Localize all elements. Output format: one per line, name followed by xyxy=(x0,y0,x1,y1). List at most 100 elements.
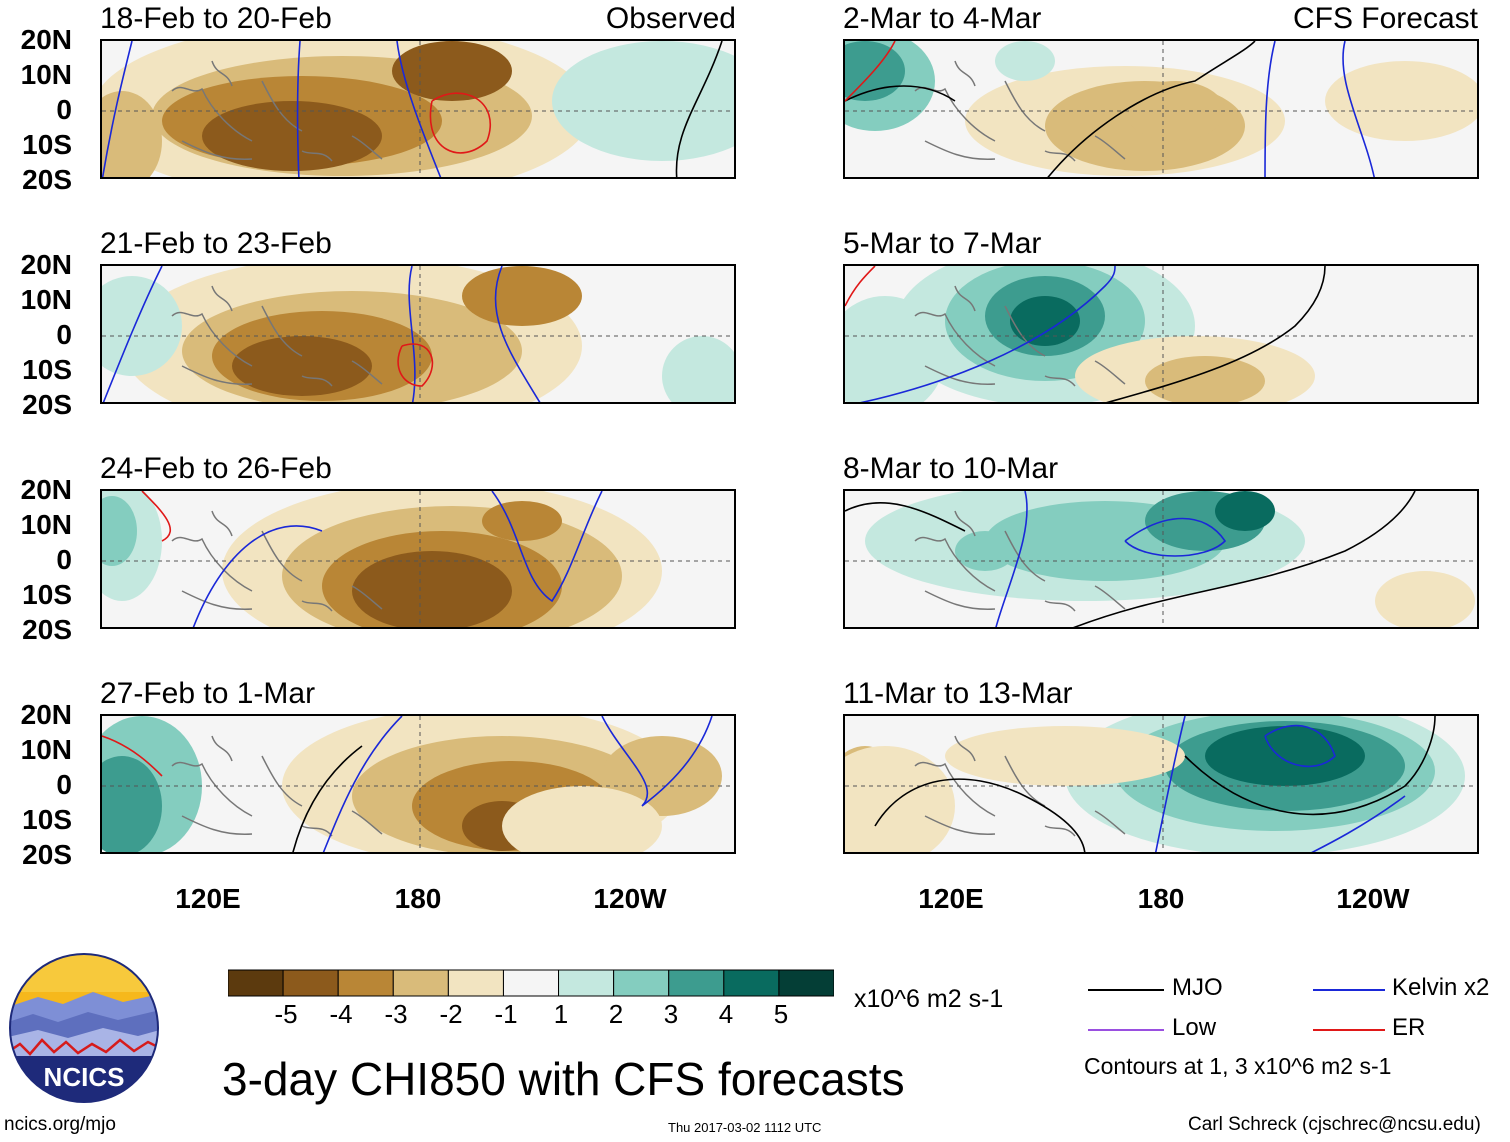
lon-tick-180-right: 180 xyxy=(1137,883,1185,914)
coastline xyxy=(171,60,383,162)
colorbar-label-neg4: -4 xyxy=(329,999,353,1029)
wave-contour xyxy=(102,41,133,177)
footer-credit: Carl Schreck (cjschrec@ncsu.edu) xyxy=(1188,1114,1481,1135)
anomaly-shading xyxy=(1205,726,1365,786)
coastline xyxy=(171,510,383,612)
anomaly-shading xyxy=(102,496,137,566)
anomaly-shading xyxy=(502,786,662,852)
lat-tick-0: 0 xyxy=(56,94,72,125)
wave-contour xyxy=(396,41,442,177)
colorbar-swatch xyxy=(337,969,394,997)
footer-timestamp: Thu 2017-03-02 1112 UTC xyxy=(668,1120,822,1135)
lat-tick-10n: 10N xyxy=(20,284,72,315)
anomaly-shading xyxy=(462,266,582,326)
panel-title-left-4: 27-Feb to 1-Mar xyxy=(100,677,316,710)
colorbar-swatch xyxy=(502,969,560,997)
legend-label-low: Low xyxy=(1172,1014,1217,1041)
wave-contour xyxy=(845,41,896,102)
lon-tick-120w-left: 120W xyxy=(593,883,667,914)
colorbar-label-pos1: 1 xyxy=(553,999,569,1029)
lon-tick-180-left: 180 xyxy=(394,883,442,914)
colorbar-label-neg1: -1 xyxy=(494,999,518,1029)
coastline xyxy=(171,285,383,387)
panel-title-right-1: 2-Mar to 4-Mar xyxy=(843,2,1042,35)
wave-contour xyxy=(322,716,403,852)
colorbar-units: x10^6 m2 s-1 xyxy=(854,985,1004,1013)
wave-contour xyxy=(141,491,171,542)
map-panel-left-4 xyxy=(100,714,736,854)
colorbar-label-pos5: 5 xyxy=(773,999,789,1029)
footer-site-link[interactable]: ncics.org/mjo xyxy=(4,1114,116,1135)
ncics-logo: NCICS xyxy=(8,952,160,1104)
legend-label-er: ER xyxy=(1392,1014,1426,1041)
wave-contour xyxy=(292,745,363,852)
coastline xyxy=(914,735,1126,837)
lat-tick-0: 0 xyxy=(56,319,72,350)
wave-contour xyxy=(1184,716,1436,816)
lat-tick-20n: 20N xyxy=(20,699,72,730)
wave-contour xyxy=(192,525,323,627)
anomaly-shading xyxy=(662,336,734,402)
anomaly-shading xyxy=(202,101,382,171)
colorbar-swatch xyxy=(613,969,670,997)
wave-contour xyxy=(995,491,1028,627)
anomaly-shading xyxy=(1325,61,1477,141)
colorbar-swatch xyxy=(228,969,284,997)
coastline xyxy=(914,60,1126,162)
anomaly-shading xyxy=(945,726,1185,786)
legend-line-kelvin xyxy=(1313,989,1385,991)
coastline xyxy=(171,735,383,837)
lat-tick-20s: 20S xyxy=(22,389,72,420)
colorbar xyxy=(228,969,834,997)
lon-tick-120e-left: 120E xyxy=(175,883,241,914)
wave-contour xyxy=(874,778,1086,852)
anomaly-shading xyxy=(845,746,955,852)
colorbar-label-pos3: 3 xyxy=(663,999,679,1029)
wave-contour xyxy=(1124,517,1227,557)
colorbar-swatch xyxy=(558,969,615,997)
anomaly-shading xyxy=(102,756,162,852)
anomaly-shading xyxy=(955,531,1015,571)
wave-contour xyxy=(1047,41,1256,177)
anomaly-shading xyxy=(845,296,945,402)
wave-contour xyxy=(1311,795,1406,852)
colorbar-swatch xyxy=(392,969,449,997)
colorbar-swatch xyxy=(668,969,725,997)
wave-contour xyxy=(845,85,956,102)
lon-tick-120w-right: 120W xyxy=(1336,883,1410,914)
map-panel-right-3 xyxy=(843,489,1479,629)
forecast-label: CFS Forecast xyxy=(1292,2,1478,35)
wave-contour xyxy=(1264,724,1336,768)
wave-contour xyxy=(601,716,713,807)
anomaly-shading xyxy=(1375,571,1475,627)
legend-line-low xyxy=(1088,1029,1164,1031)
colorbar-label-neg2: -2 xyxy=(439,999,463,1029)
panel-title-left-3: 24-Feb to 26-Feb xyxy=(100,452,332,485)
anomaly-shading xyxy=(392,41,512,101)
lat-tick-20n: 20N xyxy=(20,474,72,505)
wave-contour xyxy=(845,502,966,532)
lat-tick-20s: 20S xyxy=(22,164,72,195)
lat-tick-10n: 10N xyxy=(20,509,72,540)
legend-line-er xyxy=(1313,1029,1385,1031)
colorbar-label-pos2: 2 xyxy=(608,999,624,1029)
wave-contour xyxy=(102,266,163,402)
lat-tick-0: 0 xyxy=(56,544,72,575)
wave-contour xyxy=(1106,266,1326,402)
map-panel-right-2 xyxy=(843,264,1479,404)
lat-tick-20n: 20N xyxy=(20,249,72,280)
legend-label-mjo: MJO xyxy=(1172,974,1223,1001)
lat-tick-20s: 20S xyxy=(22,839,72,870)
map-panel-right-1 xyxy=(843,39,1479,179)
colorbar-label-neg3: -3 xyxy=(384,999,408,1029)
lat-tick-10s: 10S xyxy=(22,354,72,385)
panel-title-right-2: 5-Mar to 7-Mar xyxy=(843,227,1042,260)
anomaly-shading xyxy=(1010,296,1080,346)
wave-contour xyxy=(397,343,434,387)
map-panel-left-1 xyxy=(100,39,736,179)
lat-tick-20n: 20N xyxy=(20,24,72,55)
legend-line-mjo xyxy=(1088,989,1164,991)
wave-contour xyxy=(845,266,876,307)
lat-tick-10s: 10S xyxy=(22,579,72,610)
wave-contour xyxy=(408,266,416,402)
